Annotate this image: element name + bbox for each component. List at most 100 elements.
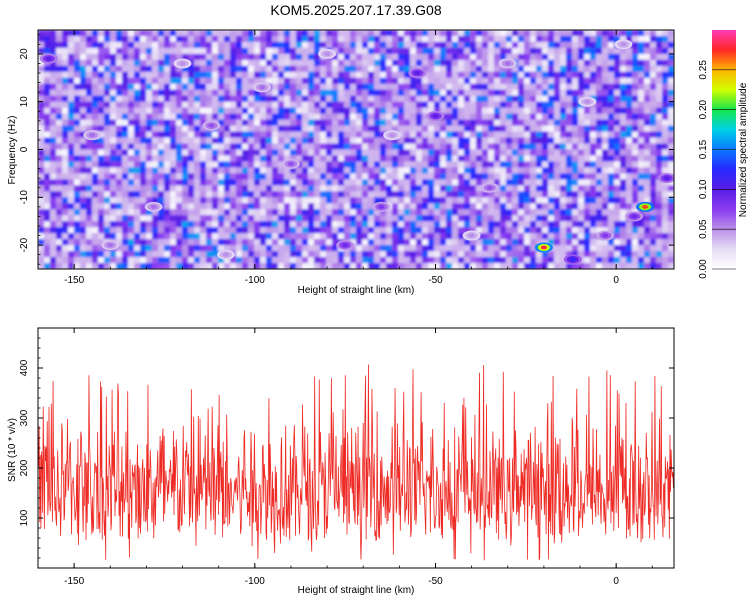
heatmap-cell bbox=[458, 227, 465, 234]
heatmap-cell bbox=[350, 233, 357, 240]
heatmap-cell bbox=[236, 113, 243, 121]
heatmap-cell bbox=[380, 71, 387, 79]
heatmap-cell bbox=[212, 173, 219, 180]
heatmap-cell bbox=[446, 95, 453, 103]
heatmap-cell bbox=[236, 35, 243, 43]
heatmap-cell bbox=[632, 119, 639, 127]
heatmap-cell bbox=[140, 155, 147, 163]
heatmap-cell bbox=[404, 95, 411, 103]
heatmap-cell bbox=[416, 89, 423, 97]
heatmap-cell bbox=[386, 209, 393, 216]
heatmap-cell bbox=[392, 149, 399, 157]
heatmap-cell bbox=[530, 203, 537, 210]
heatmap-cell bbox=[572, 149, 579, 157]
heatmap-cell bbox=[368, 221, 375, 228]
heatmap-cell bbox=[410, 125, 417, 133]
heatmap-cell bbox=[590, 149, 597, 157]
heatmap-cell bbox=[548, 89, 555, 97]
heatmap-cell bbox=[644, 95, 651, 103]
heatmap-cell bbox=[620, 197, 627, 204]
heatmap-cell bbox=[404, 119, 411, 127]
heatmap-cell bbox=[284, 203, 291, 210]
heatmap-cell bbox=[164, 197, 171, 204]
heatmap-cell bbox=[332, 53, 339, 61]
heatmap-cell bbox=[482, 161, 489, 169]
heatmap-cell bbox=[200, 185, 207, 192]
heatmap-cell bbox=[260, 119, 267, 127]
heatmap-cell bbox=[116, 221, 123, 228]
heatmap-cell bbox=[398, 101, 405, 109]
heatmap-cell bbox=[452, 173, 459, 180]
heatmap-cell bbox=[314, 197, 321, 204]
heatmap-cell bbox=[476, 161, 483, 169]
heatmap-cell bbox=[380, 257, 387, 264]
heatmap-cell bbox=[566, 233, 573, 240]
heatmap-cell bbox=[272, 53, 279, 61]
heatmap-cell bbox=[548, 30, 555, 37]
heatmap-cell bbox=[296, 125, 303, 133]
heatmap-cell bbox=[44, 185, 51, 192]
heatmap-texture bbox=[38, 30, 674, 269]
heatmap-cell bbox=[434, 185, 441, 192]
heatmap-cell bbox=[230, 161, 237, 169]
heatmap-cell bbox=[644, 101, 651, 109]
heatmap-cell bbox=[464, 107, 471, 115]
heatmap-cell bbox=[374, 131, 381, 139]
heatmap-cell bbox=[626, 143, 633, 151]
heatmap-cell bbox=[476, 53, 483, 61]
heatmap-cell bbox=[416, 59, 423, 67]
heatmap-cell bbox=[626, 131, 633, 139]
heatmap-cell bbox=[374, 233, 381, 240]
heatmap-cell bbox=[494, 131, 501, 139]
heatmap-cell bbox=[44, 263, 51, 269]
heatmap-cell bbox=[452, 89, 459, 97]
heatmap-cell bbox=[44, 65, 51, 73]
heatmap-cell bbox=[116, 77, 123, 85]
heatmap-cell bbox=[470, 65, 477, 73]
heatmap-cell bbox=[200, 59, 207, 67]
heatmap-cell bbox=[194, 131, 201, 139]
heatmap-cell bbox=[410, 227, 417, 234]
heatmap-cell bbox=[518, 155, 525, 163]
heatmap-cell bbox=[242, 47, 249, 55]
heatmap-hotspot-core bbox=[414, 71, 421, 76]
heatmap-cell bbox=[590, 191, 597, 198]
heatmap-cell bbox=[194, 143, 201, 151]
heatmap-cell bbox=[92, 209, 99, 216]
heatmap-cell bbox=[320, 209, 327, 216]
heatmap-cell bbox=[416, 221, 423, 228]
heatmap-cell bbox=[86, 77, 93, 85]
heatmap-cell bbox=[278, 173, 285, 180]
heatmap-cell bbox=[308, 119, 315, 127]
heatmap-cell bbox=[500, 179, 507, 186]
heatmap-cell bbox=[548, 155, 555, 163]
heatmap-cell bbox=[242, 173, 249, 180]
heatmap-cell bbox=[98, 59, 105, 67]
heatmap-cell bbox=[128, 113, 135, 121]
heatmap-cell bbox=[104, 35, 111, 43]
heatmap-cell bbox=[212, 233, 219, 240]
heatmap-cell bbox=[308, 113, 315, 121]
heatmap-cell bbox=[284, 185, 291, 192]
heatmap-cell bbox=[254, 143, 261, 151]
heatmap-cell bbox=[152, 95, 159, 103]
heatmap-cell bbox=[386, 107, 393, 115]
heatmap-cell bbox=[314, 209, 321, 216]
heatmap-cell bbox=[524, 137, 531, 145]
heatmap-cell bbox=[638, 239, 645, 246]
heatmap-cell bbox=[560, 35, 567, 43]
heatmap-cell bbox=[86, 89, 93, 97]
heatmap-cell bbox=[290, 173, 297, 180]
heatmap-cell bbox=[164, 113, 171, 121]
heatmap-cell bbox=[272, 227, 279, 234]
heatmap-cell bbox=[164, 209, 171, 216]
heatmap-cell bbox=[434, 203, 441, 210]
heatmap-cell bbox=[152, 113, 159, 121]
heatmap-cell bbox=[512, 257, 519, 264]
heatmap-cell bbox=[188, 107, 195, 115]
heatmap-cell bbox=[308, 239, 315, 246]
heatmap-cell bbox=[614, 263, 621, 269]
heatmap-cell bbox=[260, 101, 267, 109]
heatmap-cell bbox=[446, 221, 453, 228]
